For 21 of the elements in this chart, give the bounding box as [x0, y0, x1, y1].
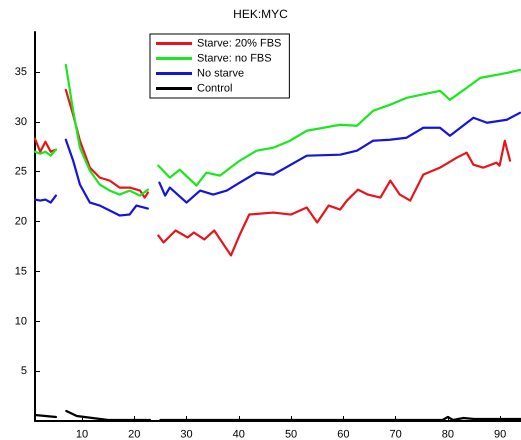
legend-label: No starve: [197, 68, 244, 80]
x-tick-label: 50: [284, 428, 298, 440]
y-tick-label: 15: [14, 265, 27, 278]
x-tick-label: 60: [337, 428, 350, 440]
y-tick-label: 25: [14, 166, 27, 178]
legend-label: Control: [197, 82, 232, 94]
y-tick-label: 30: [14, 116, 27, 128]
y-tick-label: 10: [14, 315, 27, 328]
x-tick-label: 20: [128, 428, 140, 440]
x-tick-label: 80: [442, 428, 454, 440]
x-tick-label: 90: [494, 428, 506, 440]
x-tick-label: 30: [180, 428, 193, 440]
chart-title: HEK:MYC: [233, 7, 288, 21]
x-tick-label: 10: [76, 428, 88, 440]
y-tick-label: 5: [20, 365, 27, 378]
x-tick-label: 70: [389, 428, 402, 440]
legend-label: Starve: 20% FBS: [197, 38, 282, 50]
y-tick-label: 20: [14, 216, 27, 228]
x-tick-label: 40: [232, 428, 245, 440]
legend-label: Starve: no FBS: [197, 52, 272, 64]
y-tick-label: 35: [14, 66, 27, 78]
